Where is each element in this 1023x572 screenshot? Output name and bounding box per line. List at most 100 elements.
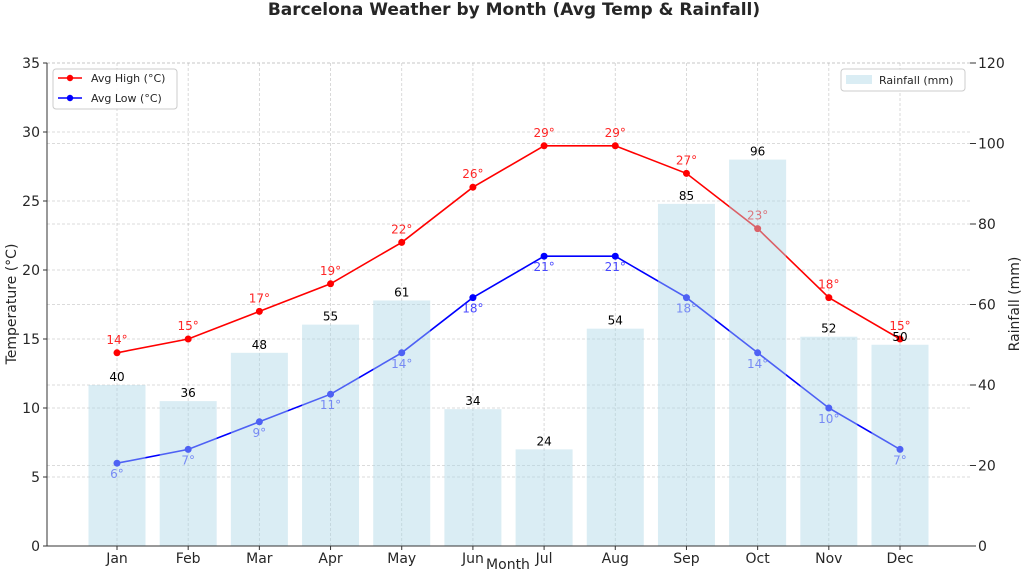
y-tick-label-right: 20: [978, 459, 996, 475]
rainfall-bar-may: [373, 300, 431, 546]
avg-high-label-jun: 26°: [462, 167, 483, 181]
x-tick-label-mar: Mar: [246, 551, 273, 567]
y-tick-label-left: 20: [22, 263, 40, 279]
avg-low-point-jan: [113, 459, 121, 467]
x-tick-label-jun: Jun: [461, 551, 484, 567]
rainfall-bar-jun: [444, 409, 502, 546]
y-tick-label-right: 40: [978, 378, 996, 394]
x-tick-label-dec: Dec: [886, 551, 913, 567]
avg-low-label-dec: 7°: [893, 453, 907, 467]
avg-high-point-jul: [540, 142, 548, 150]
rainfall-bar-jan: [88, 385, 146, 546]
y-tick-label-left: 15: [22, 332, 40, 348]
x-axis-label: Month: [486, 557, 530, 572]
y-axis-left-label: Temperature (°C): [4, 244, 20, 366]
y-tick-label-left: 5: [31, 470, 40, 486]
rainfall-bar-jul: [515, 449, 573, 546]
avg-high-label-sep: 27°: [676, 153, 697, 167]
avg-low-point-nov: [825, 404, 833, 412]
rainfall-label-jul: 24: [536, 434, 551, 448]
legend-marker-low: [66, 94, 74, 102]
avg-low-label-mar: 9°: [253, 426, 267, 440]
avg-high-label-apr: 19°: [320, 264, 341, 278]
rainfall-label-mar: 48: [252, 338, 267, 352]
x-tick-label-nov: Nov: [815, 551, 842, 567]
legend-label-high: Avg High (°C): [91, 72, 165, 85]
avg-high-point-sep: [682, 169, 690, 177]
x-tick-label-may: May: [387, 551, 416, 567]
avg-high-point-apr: [327, 280, 335, 288]
avg-low-label-oct: 14°: [747, 357, 768, 371]
avg-high-label-aug: 29°: [605, 126, 626, 140]
chart-title: Barcelona Weather by Month (Avg Temp & R…: [268, 0, 760, 20]
avg-high-point-feb: [184, 335, 192, 343]
avg-high-point-nov: [825, 294, 833, 302]
data-labels: 40 36 48 55 61 34 24 54 85 96 52 50: [109, 145, 907, 449]
avg-high-label-nov: 18°: [818, 278, 839, 292]
avg-low-point-feb: [184, 445, 192, 453]
avg-high-point-aug: [611, 142, 619, 150]
avg-low-point-jul: [540, 252, 548, 260]
y-tick-label-left: 35: [22, 56, 40, 72]
avg-high-point-jan: [113, 349, 121, 357]
avg-high-point-dec: [896, 335, 904, 343]
avg-high-point-jun: [469, 183, 477, 191]
avg-high-label-jan: 14°: [106, 333, 127, 347]
avg-low-point-oct: [754, 349, 762, 357]
x-tick-label-feb: Feb: [176, 551, 201, 567]
rainfall-label-aug: 54: [608, 314, 623, 328]
avg-high-label-jul: 29°: [533, 126, 554, 140]
y-tick-label-left: 30: [22, 125, 40, 141]
legend-temperature: Avg High (°C) Avg Low (°C): [52, 68, 178, 110]
y-tick-label-right: 80: [978, 217, 996, 233]
x-tick-label-sep: Sep: [673, 551, 700, 567]
avg-low-label-jun: 18°: [462, 302, 483, 316]
avg-low-label-jul: 21°: [533, 260, 554, 274]
avg-low-label-apr: 11°: [320, 398, 341, 412]
rainfall-label-dec: 50: [892, 330, 907, 344]
x-tick-label-oct: Oct: [746, 551, 771, 567]
rainfall-label-may: 61: [394, 285, 409, 299]
legend-marker-high: [66, 74, 74, 82]
rainfall-bar-oct: [729, 159, 787, 546]
temperature-lines: 14° 15° 17° 19° 22° 26° 29° 29° 27° 23° 18° 15° 6° 7°…: [106, 126, 910, 481]
y-tick-label-right: 120: [978, 56, 1005, 72]
y-axis-right-label: Rainfall (mm): [1007, 257, 1023, 352]
rainfall-bar-apr: [302, 324, 360, 546]
y-tick-label-right: 60: [978, 298, 996, 314]
rainfall-label-jan: 40: [109, 370, 124, 384]
rainfall-bar-mar: [230, 352, 288, 546]
rainfall-label-oct: 96: [750, 145, 765, 159]
y-tick-label-left: 25: [22, 194, 40, 210]
rainfall-bar-feb: [159, 401, 217, 546]
avg-high-point-mar: [255, 307, 263, 315]
avg-high-label-mar: 17°: [249, 291, 270, 305]
rainfall-label-nov: 52: [821, 322, 836, 336]
avg-high-line: [116, 145, 901, 354]
y-tick-label-left: 0: [31, 539, 40, 555]
avg-low-label-aug: 21°: [605, 260, 626, 274]
y-tick-label-right: 100: [978, 137, 1005, 153]
legend-label-low: Avg Low (°C): [91, 92, 162, 105]
rainfall-label-sep: 85: [679, 189, 694, 203]
avg-high-label-may: 22°: [391, 222, 412, 236]
legend-rainfall: Rainfall (mm): [840, 68, 966, 92]
avg-low-point-apr: [327, 390, 335, 398]
avg-high-point-oct: [754, 225, 762, 233]
avg-high-label-feb: 15°: [178, 319, 199, 333]
x-tick-label-aug: Aug: [602, 551, 629, 567]
avg-low-point-jun: [469, 294, 477, 302]
rainfall-bar-sep: [657, 203, 715, 546]
legend-label-rainfall: Rainfall (mm): [879, 74, 953, 87]
x-tick-label-jan: Jan: [105, 551, 128, 567]
rainfall-bar-aug: [586, 328, 644, 546]
rainfall-label-apr: 55: [323, 310, 338, 324]
avg-low-label-feb: 7°: [181, 453, 195, 467]
avg-low-label-nov: 10°: [818, 412, 839, 426]
legend-swatch-rainfall: [846, 75, 872, 84]
axes: 0 5 10 15 20 25 30 35 0 20 40 60 80 100 120 Jan Feb Mar Ap…: [22, 56, 1005, 567]
avg-low-point-dec: [896, 445, 904, 453]
avg-low-line: [116, 255, 901, 464]
avg-low-point-sep: [682, 294, 690, 302]
